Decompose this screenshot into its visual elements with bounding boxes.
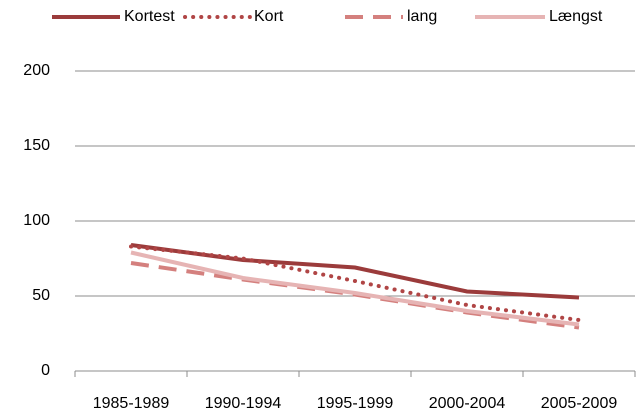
- y-tick-label: 100: [23, 212, 50, 229]
- x-tick-label: 1985-1989: [93, 395, 170, 412]
- x-tick-label: 1990-1994: [205, 395, 282, 412]
- y-tick-label: 50: [32, 287, 50, 304]
- x-tick-label: 2000-2004: [429, 395, 506, 412]
- x-tick-label: 1995-1999: [317, 395, 394, 412]
- legend-label: Kortest: [124, 8, 175, 25]
- x-tick-label: 2005-2009: [541, 395, 618, 412]
- y-tick-label: 200: [23, 62, 50, 79]
- line-series: [130, 250, 580, 327]
- legend-label: Længst: [549, 8, 603, 25]
- y-tick-label: 150: [23, 137, 50, 154]
- y-tick-label: 0: [41, 362, 50, 379]
- legend-label: lang: [407, 8, 437, 25]
- line-series: [130, 243, 580, 300]
- line-series: [129, 244, 581, 322]
- legend-label: Kort: [254, 8, 284, 25]
